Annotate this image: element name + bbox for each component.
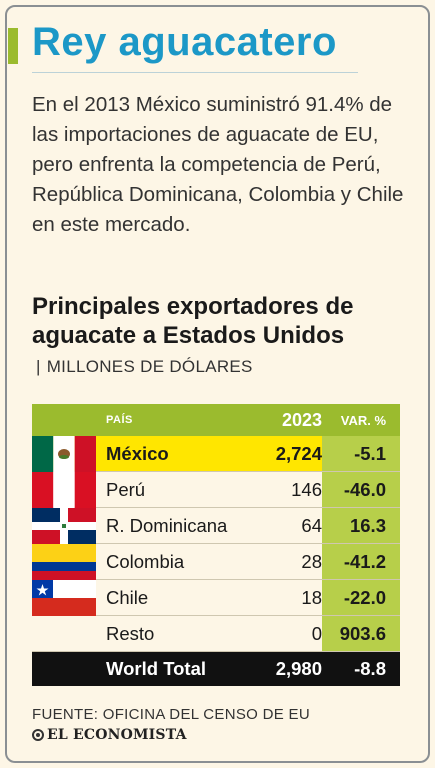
country-name: Colombia <box>106 550 185 572</box>
column-header-year: 2023 <box>281 409 322 430</box>
chile-flag-icon <box>32 579 96 616</box>
export-value: 28 <box>301 550 322 572</box>
variation-value: 903.6 <box>322 616 400 651</box>
variation-value: -5.1 <box>322 436 400 471</box>
variation-value: -46.0 <box>322 472 400 507</box>
title-accent-bar <box>8 28 18 64</box>
page-title: Rey aguacatero <box>32 20 337 64</box>
publisher-logo-icon <box>32 729 44 741</box>
country-name: Chile <box>106 586 149 608</box>
column-header-variation: VAR. % <box>340 412 386 428</box>
intro-text: En el 2013 México suministró 91.4% de la… <box>32 93 404 236</box>
column-header-country: PAÍS <box>106 414 133 426</box>
table-row: Chile 18 -22.0 <box>32 579 400 616</box>
table-title: Principales exportadores de aguacate a E… <box>32 293 354 349</box>
table-row: R. Dominicana 64 16.3 <box>32 507 400 544</box>
export-value: 146 <box>291 478 322 500</box>
publisher-name: EL ECONOMISTA <box>47 727 187 743</box>
table-heading: Principales exportadores de aguacate a E… <box>32 292 412 381</box>
dominican-republic-flag-icon <box>32 507 96 544</box>
title-divider <box>32 72 358 73</box>
source-note: FUENTE: OFICINA DEL CENSO DE EU <box>32 706 310 723</box>
table-row: Resto 0 903.6 <box>32 616 400 652</box>
peru-flag-icon <box>32 471 96 508</box>
units-label: MILLONES DE DÓLARES <box>46 357 253 376</box>
export-value: 0 <box>311 622 322 644</box>
variation-value: 16.3 <box>322 508 400 543</box>
total-label: World Total <box>106 658 207 679</box>
table-row: Perú 146 -46.0 <box>32 471 400 508</box>
variation-value: -41.2 <box>322 544 400 579</box>
units-separator: | <box>36 357 41 376</box>
country-name: Perú <box>106 478 146 500</box>
table-row: México 2,724 -5.1 <box>32 435 400 472</box>
exporters-table: PAÍS 2023 VAR. % México 2,724 -5.1 <box>32 404 400 686</box>
country-name: Resto <box>106 622 155 644</box>
total-variation: -8.8 <box>354 658 386 679</box>
total-row: World Total 2,980 -8.8 <box>32 652 400 686</box>
table-row: Colombia 28 -41.2 <box>32 543 400 580</box>
table-units: | MILLONES DE DÓLARES <box>32 357 253 376</box>
export-value: 18 <box>301 586 322 608</box>
mexico-flag-icon <box>32 435 96 472</box>
country-name: México <box>106 442 169 464</box>
brand-logo: EL ECONOMISTA <box>32 727 187 743</box>
colombia-flag-icon <box>32 543 96 580</box>
table-header-row: PAÍS 2023 VAR. % <box>32 404 400 436</box>
country-name: R. Dominicana <box>106 514 228 536</box>
export-value: 2,724 <box>275 442 322 464</box>
total-value: 2,980 <box>275 658 322 679</box>
variation-value: -22.0 <box>322 580 400 615</box>
export-value: 64 <box>301 514 322 536</box>
